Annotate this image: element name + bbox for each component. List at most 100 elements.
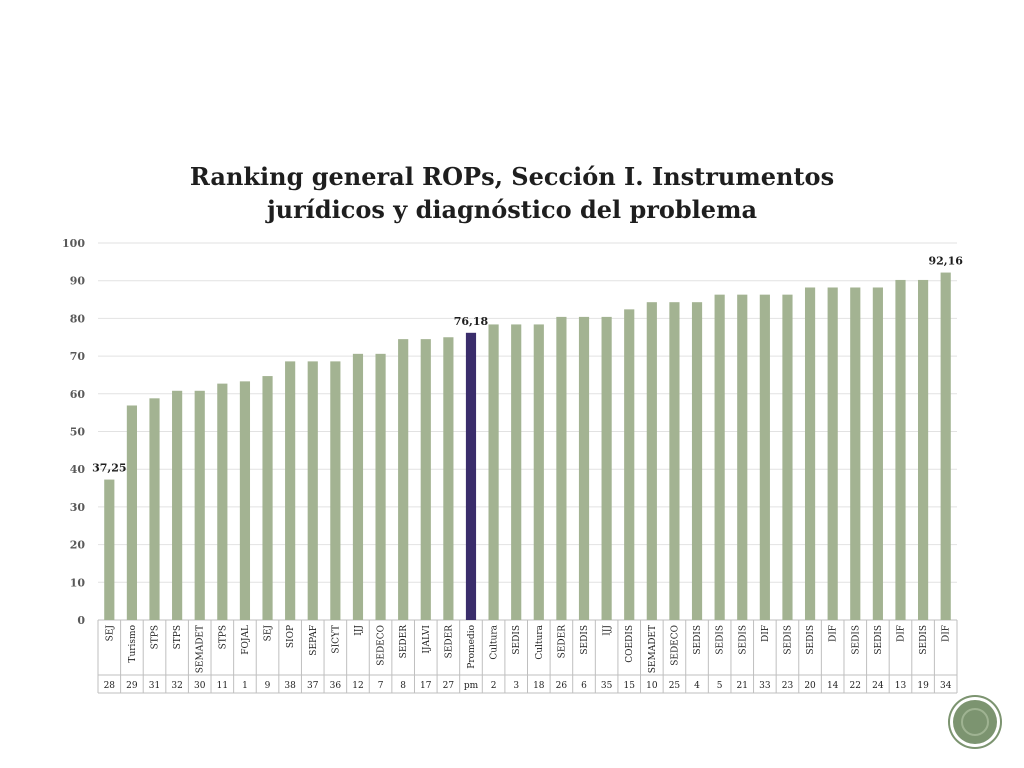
bar bbox=[624, 309, 635, 620]
bar bbox=[556, 316, 567, 620]
bar bbox=[285, 361, 296, 620]
bar bbox=[398, 339, 409, 620]
bar bbox=[488, 324, 499, 620]
x-category-label: SEDIS bbox=[851, 625, 861, 655]
chart-title: Ranking general ROPs, Sección I. Instrum… bbox=[100, 160, 924, 226]
y-tick-label: 70 bbox=[70, 350, 86, 363]
x-category-label: SEPAF bbox=[309, 625, 319, 656]
x-category-id: 5 bbox=[717, 681, 723, 691]
x-category-label: Promedio bbox=[467, 625, 477, 669]
x-category-id: 3 bbox=[513, 681, 519, 691]
x-category-label: Turismo bbox=[128, 625, 138, 663]
x-category-label: SEDER bbox=[399, 625, 409, 659]
bar bbox=[940, 272, 951, 620]
x-category-id: 21 bbox=[737, 681, 748, 691]
x-category-id: 11 bbox=[217, 681, 228, 691]
x-category-id: 20 bbox=[804, 681, 816, 691]
x-category-label: STPS bbox=[151, 625, 161, 649]
x-category-id: 24 bbox=[872, 681, 884, 691]
bar bbox=[217, 383, 228, 620]
bar bbox=[172, 390, 183, 620]
x-category-label: DIF bbox=[896, 625, 906, 642]
x-category-label: SEDIS bbox=[874, 625, 884, 655]
x-category-label: SIOP bbox=[286, 625, 296, 648]
x-category-id: 31 bbox=[149, 681, 160, 691]
x-category-id: 10 bbox=[646, 681, 658, 691]
slide-logo-inner-ring bbox=[961, 708, 989, 736]
x-category-id: 26 bbox=[556, 681, 568, 691]
bar-highlight bbox=[465, 332, 477, 620]
y-tick-label: 10 bbox=[70, 576, 86, 589]
x-category-label: Cultura bbox=[535, 624, 545, 659]
bar bbox=[714, 294, 725, 620]
x-category-id: 28 bbox=[104, 681, 116, 691]
bar bbox=[804, 287, 816, 620]
bar bbox=[104, 479, 115, 620]
y-tick-label: 100 bbox=[62, 237, 85, 250]
x-category-label: SEMADET bbox=[196, 625, 206, 673]
x-category-label: COEDIS bbox=[625, 625, 635, 663]
bar bbox=[827, 287, 838, 620]
x-category-id: 18 bbox=[533, 681, 545, 691]
x-category-id: 32 bbox=[171, 681, 182, 691]
x-category-id: pm bbox=[464, 681, 479, 691]
x-category-id: 36 bbox=[330, 681, 342, 691]
x-category-id: 35 bbox=[601, 681, 613, 691]
x-category-label: IJALVI bbox=[422, 625, 432, 654]
bar bbox=[511, 324, 522, 620]
x-category-id: 34 bbox=[940, 681, 952, 691]
bar bbox=[352, 353, 364, 620]
x-category-id: 29 bbox=[126, 681, 138, 691]
data-label: 76,18 bbox=[454, 315, 489, 328]
x-category-id: 38 bbox=[284, 681, 296, 691]
data-label: 37,25 bbox=[92, 462, 126, 475]
x-category-label: SEDECO bbox=[670, 625, 680, 666]
y-tick-label: 80 bbox=[70, 312, 86, 325]
x-category-label: FOJAL bbox=[241, 625, 251, 655]
bar bbox=[872, 287, 883, 620]
bar bbox=[330, 361, 341, 620]
x-category-label: SEDIS bbox=[919, 625, 929, 655]
x-category-id: 25 bbox=[669, 681, 681, 691]
x-category-label: STPS bbox=[173, 625, 183, 649]
x-category-id: 12 bbox=[352, 681, 363, 691]
y-tick-label: 60 bbox=[70, 388, 86, 401]
x-category-id: 14 bbox=[827, 681, 839, 691]
x-category-label: DIF bbox=[829, 625, 839, 642]
x-category-id: 8 bbox=[400, 681, 406, 691]
bar bbox=[194, 390, 205, 620]
bar bbox=[262, 376, 273, 620]
x-category-label: SEJ bbox=[264, 625, 274, 642]
x-category-id: 17 bbox=[420, 681, 432, 691]
y-tick-label: 30 bbox=[70, 501, 86, 514]
x-category-label: Cultura bbox=[490, 624, 500, 659]
bar bbox=[307, 361, 318, 620]
x-category-label: SEDIS bbox=[806, 625, 816, 655]
slide-logo-badge bbox=[953, 700, 997, 744]
data-label: 92,16 bbox=[928, 255, 963, 268]
x-category-label: DIF bbox=[942, 625, 952, 642]
x-category-label: SEDIS bbox=[783, 625, 793, 655]
bar bbox=[375, 353, 386, 620]
x-category-id: 7 bbox=[378, 681, 384, 691]
x-category-label: SEDIS bbox=[738, 625, 748, 655]
bar bbox=[601, 316, 612, 620]
x-category-label: SEDECO bbox=[377, 625, 387, 666]
x-category-label: SEDIS bbox=[580, 625, 590, 655]
bar bbox=[533, 324, 544, 620]
x-category-label: SEJ bbox=[105, 625, 115, 642]
x-category-id: 15 bbox=[623, 681, 635, 691]
x-category-id: 2 bbox=[491, 681, 497, 691]
x-category-label: SEDIS bbox=[716, 625, 726, 655]
chart-title-line-2: jurídicos y diagnóstico del problema bbox=[266, 195, 758, 224]
x-category-label: IJJ bbox=[354, 625, 364, 636]
x-category-id: 23 bbox=[782, 681, 794, 691]
chart-title-line-1: Ranking general ROPs, Sección I. Instrum… bbox=[189, 162, 835, 191]
x-category-id: 27 bbox=[443, 681, 455, 691]
y-tick-label: 0 bbox=[77, 614, 85, 627]
x-category-id: 13 bbox=[895, 681, 907, 691]
x-category-label: IJJ bbox=[603, 625, 613, 636]
x-category-id: 22 bbox=[850, 681, 861, 691]
